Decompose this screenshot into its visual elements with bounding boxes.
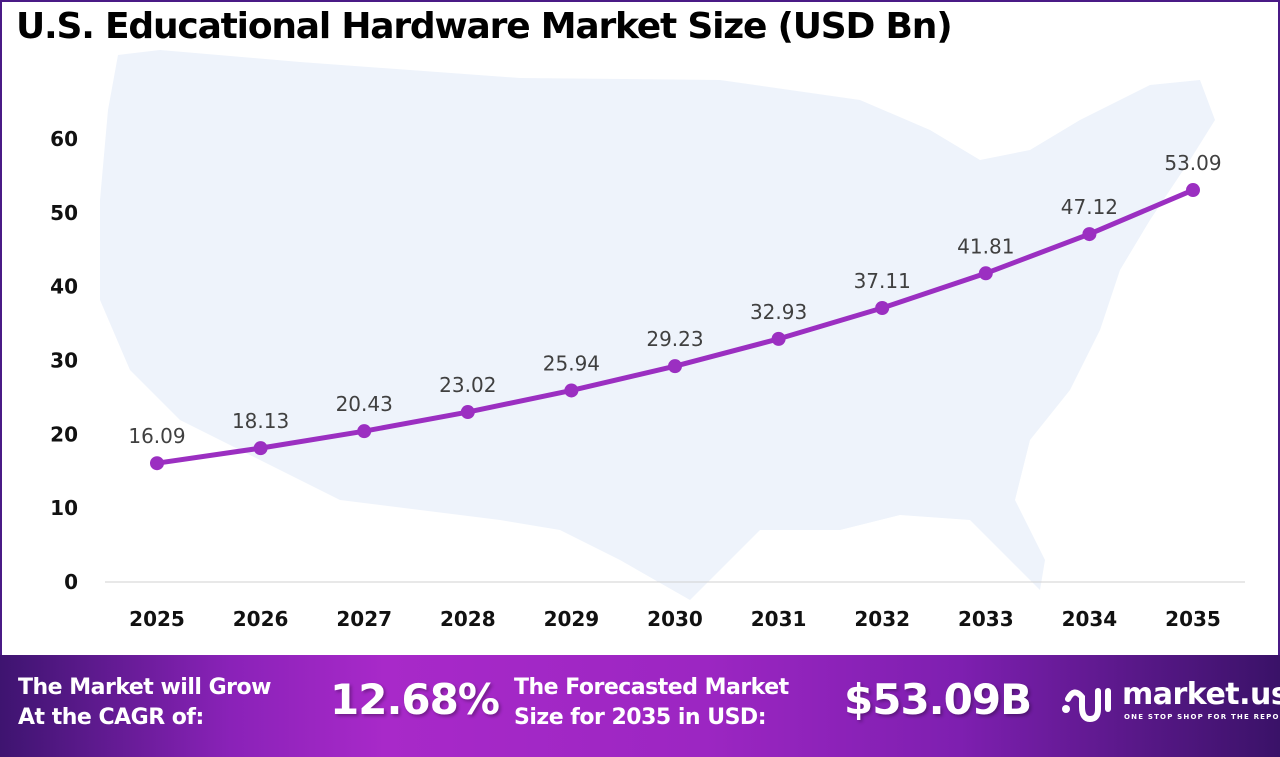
- data-label: 29.23: [646, 327, 703, 351]
- forecast-value: $53.09B: [844, 675, 1032, 724]
- data-point: [460, 405, 475, 420]
- data-label: 18.13: [232, 409, 289, 433]
- data-label: 25.94: [543, 351, 600, 375]
- data-label: 20.43: [336, 392, 393, 416]
- market-us-logo-icon: [1062, 688, 1111, 723]
- x-tick-label: 2033: [958, 607, 1014, 631]
- data-point: [1082, 227, 1097, 242]
- data-label: 47.12: [1061, 195, 1118, 219]
- footer-banner: The Market will Grow At the CAGR of: 12.…: [0, 655, 1280, 757]
- forecast-label: The Forecasted Market Size for 2035 in U…: [514, 673, 789, 733]
- data-label: 16.09: [128, 424, 185, 448]
- y-tick-label: 10: [50, 496, 78, 520]
- data-point: [875, 301, 890, 316]
- x-tick-label: 2031: [751, 607, 807, 631]
- data-label: 23.02: [439, 373, 496, 397]
- data-point: [150, 456, 164, 471]
- brand-name: market.us: [1122, 677, 1280, 712]
- x-tick-label: 2027: [336, 607, 392, 631]
- y-tick-label: 30: [50, 349, 78, 373]
- chart-title: U.S. Educational Hardware Market Size (U…: [16, 6, 953, 47]
- cagr-label: The Market will Grow At the CAGR of:: [18, 673, 271, 733]
- cagr-value: 12.68%: [330, 675, 500, 724]
- y-tick-label: 20: [50, 422, 78, 446]
- x-tick-label: 2026: [233, 607, 289, 631]
- x-tick-label: 2032: [854, 607, 910, 631]
- data-label: 53.09: [1164, 151, 1221, 175]
- y-tick-label: 60: [50, 127, 78, 151]
- forecast-label-line1: The Forecasted Market: [514, 675, 789, 700]
- y-tick-label: 40: [50, 275, 78, 299]
- data-label: 41.81: [957, 234, 1014, 258]
- data-point: [668, 359, 682, 374]
- data-label: 32.93: [750, 300, 807, 324]
- y-tick-label: 0: [64, 570, 78, 594]
- x-tick-label: 2028: [440, 607, 496, 631]
- data-point: [1186, 183, 1200, 198]
- x-tick-label: 2035: [1165, 607, 1221, 631]
- x-tick-label: 2029: [544, 607, 600, 631]
- data-point: [357, 424, 372, 439]
- cagr-label-line1: The Market will Grow: [18, 675, 271, 700]
- x-tick-label: 2034: [1062, 607, 1118, 631]
- y-tick-label: 50: [50, 201, 78, 225]
- us-map-silhouette: [100, 50, 1215, 600]
- data-point: [253, 441, 268, 456]
- brand-tagline: ONE STOP SHOP FOR THE REPORTS: [1124, 713, 1280, 721]
- data-point: [978, 266, 993, 281]
- cagr-label-line2: At the CAGR of:: [18, 705, 204, 730]
- data-point: [771, 331, 786, 346]
- x-tick-label: 2025: [129, 607, 185, 631]
- x-tick-label: 2030: [647, 607, 703, 631]
- data-label: 37.11: [854, 269, 911, 293]
- forecast-label-line2: Size for 2035 in USD:: [514, 705, 766, 730]
- data-point: [564, 383, 579, 398]
